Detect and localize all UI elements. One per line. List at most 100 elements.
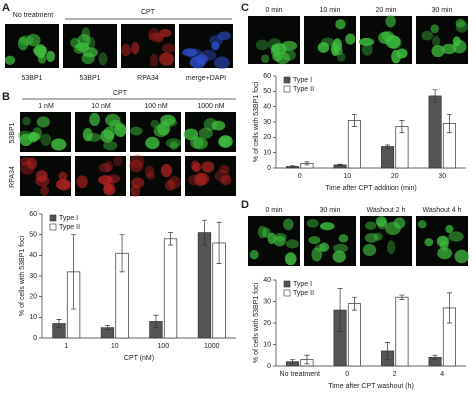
error-bar xyxy=(153,314,159,329)
x-tick-label: 10 xyxy=(111,343,119,350)
error-bar xyxy=(56,319,62,329)
cell-nucleus xyxy=(445,224,454,234)
legend-swatch xyxy=(49,214,57,222)
error-bar xyxy=(446,113,452,134)
cell-nucleus xyxy=(285,239,299,249)
channel-label: 53BP1 xyxy=(21,75,42,82)
x-tick-label: 30 xyxy=(438,173,446,180)
cell-nucleus xyxy=(330,41,340,56)
cell-nucleus xyxy=(455,20,468,33)
y-tick-label: 60 xyxy=(29,211,37,218)
cell-nucleus xyxy=(417,220,427,229)
cell-nucleus xyxy=(365,221,377,230)
cell-nucleus xyxy=(338,234,349,243)
y-tick-label: 20 xyxy=(263,134,271,141)
cell-nucleus xyxy=(430,24,439,34)
cell-nucleus xyxy=(217,31,231,41)
dose-label: 1000 nM xyxy=(197,103,224,110)
cell-nucleus xyxy=(317,42,330,53)
cell-nucleus xyxy=(165,138,182,148)
cell-nucleus xyxy=(98,162,112,173)
bar xyxy=(163,238,178,339)
cell-nucleus xyxy=(448,231,464,242)
cell-nucleus xyxy=(319,242,330,252)
cell-nucleus xyxy=(51,138,67,151)
cell-nucleus xyxy=(164,180,176,191)
cell-nucleus xyxy=(146,171,156,181)
time-label: Washout 2 h xyxy=(366,207,405,214)
error-bar xyxy=(351,113,357,127)
cell-nucleus xyxy=(441,43,457,55)
x-tick-label: 0 xyxy=(298,173,302,180)
time-label: 0 min xyxy=(265,7,282,14)
cell-nucleus xyxy=(219,164,230,174)
cell-nucleus xyxy=(345,33,356,45)
cell-nucleus xyxy=(130,41,140,55)
cell-nucleus xyxy=(109,119,123,131)
dose-label: 1 nM xyxy=(38,103,54,110)
cell-nucleus xyxy=(145,136,160,150)
cell-nucleus xyxy=(104,160,114,173)
dose-label: 100 nM xyxy=(144,103,168,110)
error-bar xyxy=(201,219,207,246)
cell-nucleus xyxy=(196,173,210,185)
error-bar xyxy=(104,325,110,331)
cell-nucleus xyxy=(385,35,401,49)
bar xyxy=(197,232,212,339)
error-bar xyxy=(351,296,357,311)
bar xyxy=(395,296,409,367)
cell-nucleus xyxy=(129,154,145,168)
bar xyxy=(381,146,395,169)
cell-nucleus xyxy=(129,159,144,173)
legend-swatch xyxy=(283,289,291,297)
cell-nucleus xyxy=(200,49,217,61)
cell-nucleus xyxy=(333,243,348,253)
y-tick-label: 40 xyxy=(263,277,271,284)
cell-nucleus xyxy=(261,54,270,64)
cell-nucleus xyxy=(28,131,39,143)
x-axis-title: Time after CPT addition (min) xyxy=(325,185,416,192)
x-tick-label: 100 xyxy=(157,343,169,350)
cell-nucleus xyxy=(275,52,291,65)
x-tick-label: 1000 xyxy=(204,343,220,350)
cell-nucleus xyxy=(220,175,232,186)
y-tick-label: 50 xyxy=(263,88,271,95)
cell-nucleus xyxy=(201,161,215,173)
cell-nucleus xyxy=(335,19,346,30)
legend-swatch xyxy=(283,76,291,84)
cell-nucleus xyxy=(283,218,294,231)
cell-nucleus xyxy=(188,174,200,186)
cell-nucleus xyxy=(332,38,343,52)
legend-label: Type I xyxy=(293,281,312,288)
y-tick-label: 10 xyxy=(29,314,37,321)
error-bar xyxy=(399,294,405,300)
cell-nucleus xyxy=(98,52,108,66)
cell-nucleus xyxy=(431,45,445,58)
cell-nucleus xyxy=(159,52,175,66)
error-bar xyxy=(290,165,296,168)
y-tick-label: 0 xyxy=(267,363,271,370)
bar xyxy=(347,303,361,367)
y-tick-label: 60 xyxy=(263,73,271,80)
legend-label: Type II xyxy=(293,290,314,297)
cell-nucleus xyxy=(103,126,115,140)
error-bar xyxy=(290,359,296,365)
cell-nucleus xyxy=(198,127,213,139)
cell-nucleus xyxy=(103,183,116,196)
cell-nucleus xyxy=(73,43,85,54)
cell-nucleus xyxy=(58,171,68,181)
cell-nucleus xyxy=(424,238,434,247)
panel-letter: A xyxy=(2,2,10,14)
cell-nucleus xyxy=(26,33,41,47)
cell-nucleus xyxy=(57,179,72,191)
panel-letter: D xyxy=(241,199,249,211)
cell-nucleus xyxy=(255,39,269,51)
cell-nucleus xyxy=(183,128,199,141)
cell-nucleus xyxy=(267,38,282,51)
y-tick-label: 50 xyxy=(29,232,37,239)
cell-nucleus xyxy=(454,249,469,264)
cell-nucleus xyxy=(358,37,375,46)
cell-nucleus xyxy=(257,225,267,239)
cell-nucleus xyxy=(319,222,335,231)
